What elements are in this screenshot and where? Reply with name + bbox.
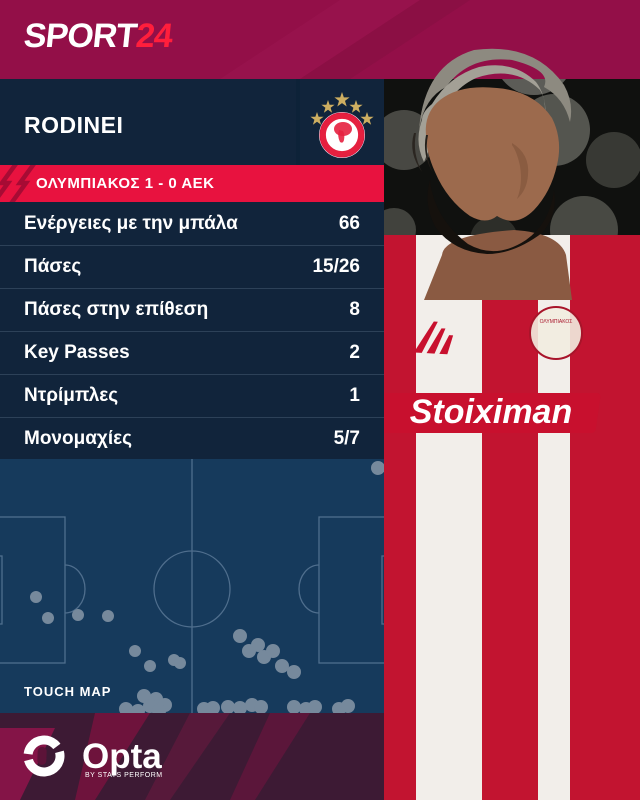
svg-text:Stoiximan: Stoiximan	[410, 393, 572, 431]
svg-text:BY STATS PERFORM: BY STATS PERFORM	[85, 772, 163, 779]
svg-text:Opta: Opta	[82, 737, 162, 776]
svg-text:ΟΛΥΜΠΙΑΚΟΣ: ΟΛΥΜΠΙΑΚΟΣ	[540, 319, 573, 325]
